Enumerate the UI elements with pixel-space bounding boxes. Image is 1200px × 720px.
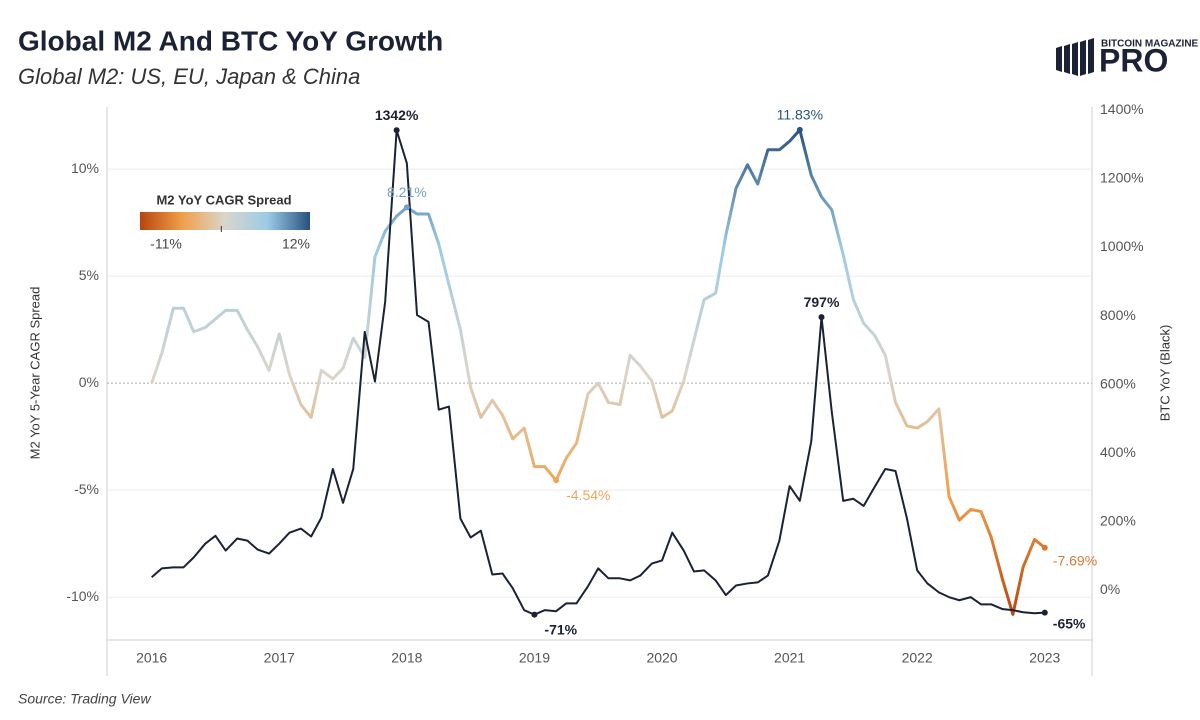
- legend-title: M2 YoY CAGR Spread: [156, 192, 291, 207]
- axis-frame: [106, 107, 1093, 676]
- x-tick-label: 2020: [646, 650, 677, 666]
- x-tick-label: 2018: [391, 650, 422, 666]
- value-label: 11.83%: [777, 107, 823, 123]
- y-tick-label: -5%: [74, 481, 99, 497]
- y2-axis-title: BTC YoY (Black): [1157, 325, 1172, 422]
- point-marker: [818, 314, 825, 321]
- point-marker: [531, 611, 538, 618]
- value-label: -71%: [544, 621, 577, 637]
- y-tick-label: 10%: [71, 160, 99, 176]
- y-axis-title: M2 YoY 5-Year CAGR Spread: [27, 287, 42, 460]
- y2-tick-label: 800%: [1100, 307, 1136, 323]
- y2-tick-label: 0%: [1100, 581, 1120, 597]
- chart-title: Global M2 And BTC YoY Growth: [18, 25, 443, 56]
- source-note: Source: Trading View: [18, 691, 151, 707]
- legend-max-label: 12%: [282, 236, 310, 252]
- y2-tick-label: 600%: [1100, 375, 1136, 391]
- y2-tick-label: 400%: [1100, 444, 1136, 460]
- x-tick-label: 2017: [264, 650, 295, 666]
- legend-gradient: [140, 212, 310, 230]
- logo-mark: [1056, 38, 1094, 76]
- chart-subtitle: Global M2: US, EU, Japan & China: [18, 64, 360, 89]
- brand-main: PRO: [1099, 42, 1168, 78]
- x-tick-label: 2022: [902, 650, 933, 666]
- y2-tick-label: 1200%: [1100, 170, 1144, 186]
- y-tick-label: -10%: [66, 588, 99, 604]
- y2-tick-label: 1400%: [1100, 101, 1144, 117]
- point-marker: [403, 204, 410, 211]
- value-label: -4.54%: [566, 487, 610, 503]
- point-marker: [553, 477, 560, 484]
- point-marker: [796, 126, 803, 133]
- x-tick-label: 2016: [136, 650, 167, 666]
- color-legend: M2 YoY CAGR Spread -11% 12%: [140, 192, 310, 252]
- point-marker: [393, 127, 400, 134]
- value-label: 8.21%: [387, 184, 427, 200]
- legend-min-label: -11%: [150, 236, 182, 252]
- brand-top: BITCOIN MAGAZINE: [1101, 39, 1199, 50]
- x-tick-label: 2023: [1029, 650, 1060, 666]
- point-marker: [1041, 609, 1048, 616]
- value-label: 797%: [804, 294, 840, 310]
- y-tick-label: 0%: [79, 374, 99, 390]
- point-marker: [1041, 544, 1048, 551]
- x-tick-label: 2019: [519, 650, 550, 666]
- brand-logo: BITCOIN MAGAZINE PRO: [1056, 38, 1199, 78]
- value-label: 1342%: [375, 107, 419, 123]
- value-label: -7.69%: [1053, 552, 1097, 568]
- y2-tick-label: 1000%: [1100, 238, 1144, 254]
- btc-line: [151, 129, 1045, 616]
- y2-tick-label: 200%: [1100, 512, 1136, 528]
- x-tick-label: 2021: [774, 650, 805, 666]
- m2-line: [150, 128, 1046, 616]
- value-label: -65%: [1053, 615, 1086, 631]
- y-tick-label: 5%: [79, 267, 99, 283]
